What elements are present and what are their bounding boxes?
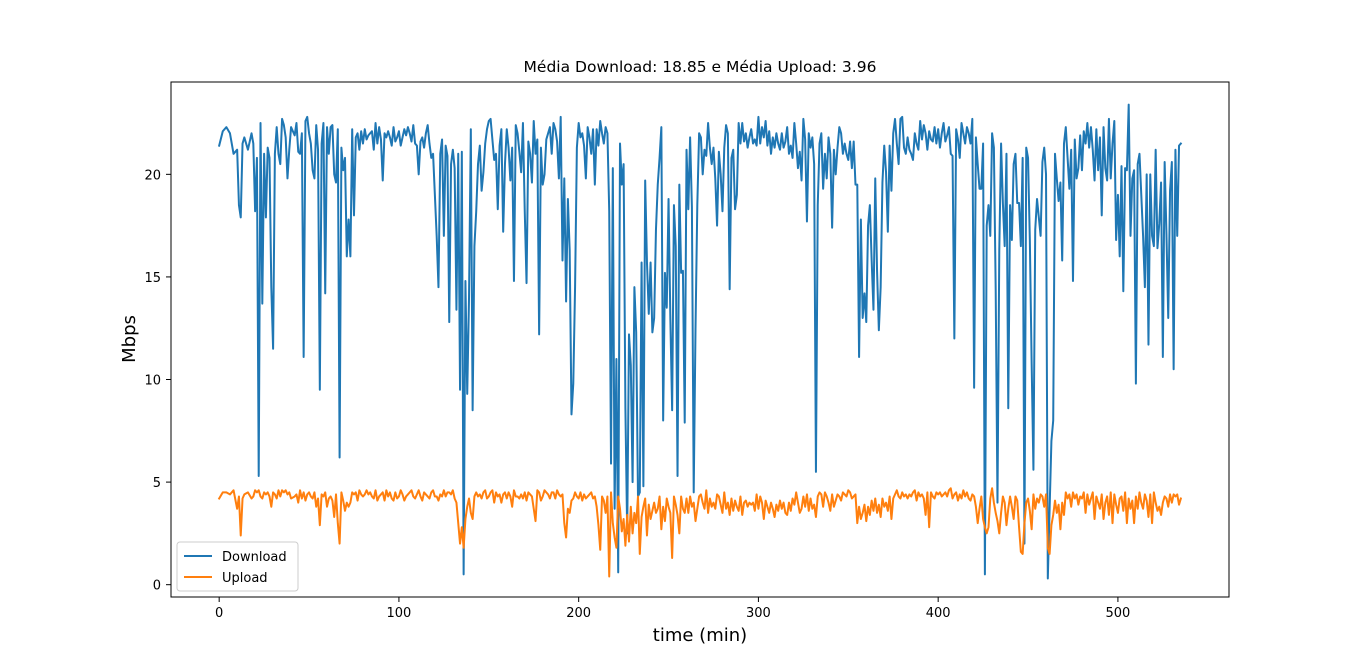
x-axis-label: time (min) <box>653 625 747 646</box>
y-axis-ticks: 0 5 10 15 20 <box>144 168 171 594</box>
x-tick-label: 200 <box>566 606 591 621</box>
legend-box <box>176 541 299 592</box>
x-tick-label: 400 <box>926 606 951 621</box>
series-line-upload <box>217 487 1183 578</box>
axes-frame <box>170 81 1230 598</box>
plot-area <box>170 81 1230 598</box>
y-axis-label: Mbps <box>119 315 140 363</box>
series-layer <box>217 103 1183 580</box>
y-tick-label: 5 <box>153 476 161 491</box>
y-tick-label: 20 <box>144 168 161 183</box>
y-tick-label: 10 <box>144 374 161 389</box>
legend-label-download: Download <box>222 550 287 565</box>
chart-title: Média Download: 18.85 e Média Upload: 3.… <box>524 58 877 76</box>
x-tick-label: 500 <box>1106 606 1131 621</box>
legend: Download Upload <box>176 541 299 592</box>
x-axis-ticks: 0 100 200 300 400 500 <box>215 597 1130 621</box>
y-tick-label: 15 <box>144 271 161 286</box>
x-tick-label: 0 <box>215 606 223 621</box>
series-line-download <box>217 103 1183 580</box>
legend-label-upload: Upload <box>222 571 268 586</box>
x-tick-label: 100 <box>387 606 412 621</box>
x-tick-label: 300 <box>746 606 771 621</box>
y-tick-label: 0 <box>153 579 161 594</box>
